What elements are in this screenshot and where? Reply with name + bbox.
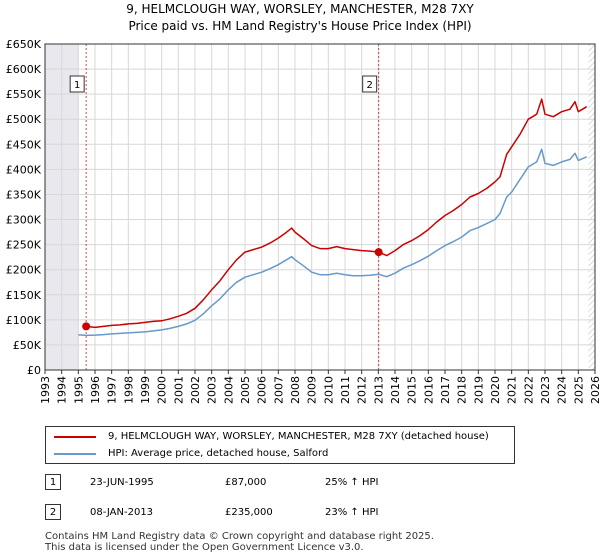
- plot-border: [44, 43, 596, 371]
- x-tick-label: 2025: [572, 376, 585, 404]
- y-tick-label: £650K: [6, 38, 42, 51]
- legend-line-hpi: [54, 453, 96, 455]
- x-tick-label: 2004: [222, 376, 235, 404]
- sale-point: [374, 248, 383, 257]
- legend-item-hpi: HPI: Average price, detached house, Salf…: [54, 446, 328, 462]
- x-tick-label: 1993: [39, 376, 52, 404]
- transaction-hpi: 25% ↑ HPI: [325, 477, 379, 488]
- footer-licence: This data is licensed under the Open Gov…: [45, 542, 364, 553]
- x-tick-label: 1998: [122, 376, 135, 404]
- x-tick-label: 2007: [272, 376, 285, 404]
- chart-subtitle: Price paid vs. HM Land Registry's House …: [128, 19, 472, 33]
- x-tick-label: 2011: [339, 376, 352, 404]
- y-tick-label: £200K: [6, 264, 42, 277]
- x-tick-label: 2017: [439, 376, 452, 404]
- footer-copyright: Contains HM Land Registry data © Crown c…: [45, 531, 434, 542]
- y-tick-label: £500K: [6, 113, 42, 126]
- x-tick-label: 2000: [156, 376, 169, 404]
- x-tick-label: 2002: [189, 376, 202, 404]
- future-hatch: [588, 44, 595, 370]
- x-tick-label: 1996: [89, 376, 102, 404]
- transaction-date: 23-JUN-1995: [90, 477, 154, 488]
- property-series-line: [86, 98, 588, 329]
- x-tick-label: 2024: [556, 376, 569, 404]
- marker-badge: [362, 75, 378, 93]
- transaction-badge: 2: [45, 504, 61, 520]
- x-tick-label: 1995: [72, 376, 85, 404]
- transaction-badge: 1: [45, 474, 61, 490]
- transaction-price: £87,000: [225, 477, 267, 488]
- y-tick-label: £150K: [6, 289, 42, 302]
- y-tick-label: £250K: [6, 239, 42, 252]
- x-tick-label: 2009: [306, 376, 319, 404]
- legend-label-property: 9, HELMCLOUGH WAY, WORSLEY, MANCHESTER, …: [108, 431, 489, 442]
- chart-title: 9, HELMCLOUGH WAY, WORSLEY, MANCHESTER, …: [126, 2, 474, 16]
- x-tick-label: 2010: [322, 376, 335, 404]
- y-tick-label: £550K: [6, 88, 42, 101]
- transaction-price: £235,000: [225, 507, 273, 518]
- y-tick-label: £50K: [13, 339, 42, 352]
- y-tick-label: £100K: [6, 314, 42, 327]
- footer: Contains HM Land Registry data © Crown c…: [45, 531, 434, 553]
- x-tick-label: 2018: [456, 376, 469, 404]
- y-tick-label: £400K: [6, 163, 42, 176]
- x-tick-label: 2012: [356, 376, 369, 404]
- legend-line-property: [54, 436, 96, 438]
- marker-label: 1: [74, 80, 80, 91]
- x-tick-label: 2016: [422, 376, 435, 404]
- marker-label: 2: [366, 80, 372, 91]
- x-tick-label: 2019: [472, 376, 485, 404]
- x-tick-label: 2008: [289, 376, 302, 404]
- x-tick-label: 2005: [239, 376, 252, 404]
- x-tick-label: 1997: [106, 376, 119, 404]
- transaction-hpi: 23% ↑ HPI: [325, 507, 379, 518]
- x-tick-label: 2015: [406, 376, 419, 404]
- sale-point: [82, 322, 91, 331]
- transaction-row: 1 23-JUN-1995 £87,000 25% ↑ HPI: [45, 474, 565, 492]
- transaction-date: 08-JAN-2013: [90, 507, 154, 518]
- legend: 9, HELMCLOUGH WAY, WORSLEY, MANCHESTER, …: [45, 426, 515, 464]
- x-tick-label: 2022: [522, 376, 535, 404]
- x-tick-label: 1994: [56, 376, 69, 404]
- y-tick-label: £450K: [6, 138, 42, 151]
- y-tick-label: £300K: [6, 214, 42, 227]
- x-tick-label: 1999: [139, 376, 152, 404]
- x-tick-label: 2006: [256, 376, 269, 404]
- x-tick-label: 2026: [589, 376, 600, 404]
- x-tick-label: 2014: [389, 376, 402, 404]
- x-tick-label: 2013: [372, 376, 385, 404]
- y-tick-label: £0: [27, 364, 41, 377]
- x-tick-label: 2020: [489, 376, 502, 404]
- marker-badge: [69, 75, 85, 93]
- transaction-row: 2 08-JAN-2013 £235,000 23% ↑ HPI: [45, 504, 565, 522]
- price-chart: £0 £50K £100K £150K £200K £250K £300K £350K £400…: [6, 38, 600, 404]
- x-tick-label: 2021: [506, 376, 519, 404]
- x-tick-label: 2023: [539, 376, 552, 404]
- y-tick-label: £600K: [6, 63, 42, 76]
- plot-area: [45, 44, 595, 370]
- legend-item-property: 9, HELMCLOUGH WAY, WORSLEY, MANCHESTER, …: [54, 429, 489, 445]
- hpi-series-line: [78, 148, 587, 337]
- x-tick-label: 2003: [206, 376, 219, 404]
- legend-label-hpi: HPI: Average price, detached house, Salf…: [108, 448, 329, 459]
- x-tick-label: 2001: [172, 376, 185, 404]
- y-tick-label: £350K: [6, 188, 42, 201]
